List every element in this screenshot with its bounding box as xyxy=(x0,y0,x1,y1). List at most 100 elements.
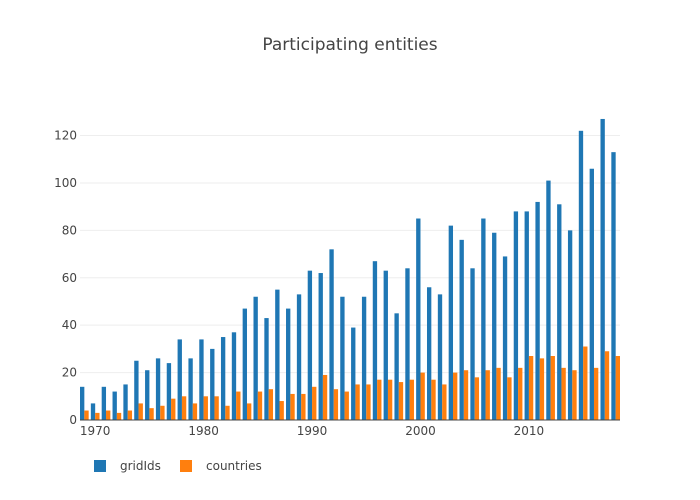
bar-gridIds[interactable] xyxy=(394,313,399,420)
bar-countries[interactable] xyxy=(463,370,469,420)
bar-gridIds[interactable] xyxy=(405,268,410,420)
bar-countries[interactable] xyxy=(442,384,447,420)
legend-label-gridIds[interactable]: gridIds xyxy=(120,459,161,473)
bar-gridIds[interactable] xyxy=(340,296,345,420)
bar-gridIds[interactable] xyxy=(470,268,475,420)
bar-countries[interactable] xyxy=(387,379,393,420)
bar-countries[interactable] xyxy=(116,412,122,420)
bar-countries[interactable] xyxy=(312,386,317,420)
bar-countries[interactable] xyxy=(528,356,534,420)
legend[interactable]: gridIds countries xyxy=(94,459,262,473)
bar-countries[interactable] xyxy=(561,367,566,420)
bar-countries[interactable] xyxy=(507,377,512,420)
bar-countries[interactable] xyxy=(431,379,436,420)
bar-gridIds[interactable] xyxy=(502,256,508,420)
bar-gridIds[interactable] xyxy=(383,270,388,420)
legend-swatch-gridIds[interactable] xyxy=(94,460,106,472)
bar-gridIds[interactable] xyxy=(188,358,193,420)
bar-gridIds[interactable] xyxy=(567,230,573,420)
bar-countries[interactable] xyxy=(203,396,208,420)
bar-gridIds[interactable] xyxy=(134,360,139,420)
bar-countries[interactable] xyxy=(366,384,371,420)
bar-countries[interactable] xyxy=(236,391,241,420)
bar-countries[interactable] xyxy=(453,372,458,420)
bar-gridIds[interactable] xyxy=(253,296,258,420)
bar-countries[interactable] xyxy=(615,356,620,420)
bar-countries[interactable] xyxy=(496,367,501,420)
bar-countries[interactable] xyxy=(214,396,219,420)
bar-gridIds[interactable] xyxy=(166,363,172,420)
bar-countries[interactable] xyxy=(420,372,425,420)
bar-gridIds[interactable] xyxy=(557,204,562,420)
bar-gridIds[interactable] xyxy=(275,289,280,420)
bar-countries[interactable] xyxy=(409,379,414,420)
bar-gridIds[interactable] xyxy=(426,287,432,420)
bar-countries[interactable] xyxy=(377,379,382,420)
bar-gridIds[interactable] xyxy=(90,403,96,420)
bar-countries[interactable] xyxy=(127,410,133,420)
bar-countries[interactable] xyxy=(246,403,252,420)
bar-countries[interactable] xyxy=(279,401,284,420)
bar-gridIds[interactable] xyxy=(101,386,107,420)
bar-countries[interactable] xyxy=(192,403,198,420)
bar-gridIds[interactable] xyxy=(589,168,594,420)
bar-countries[interactable] xyxy=(257,391,263,420)
bar-gridIds[interactable] xyxy=(112,391,117,420)
bar-gridIds[interactable] xyxy=(448,225,454,420)
bar-gridIds[interactable] xyxy=(600,118,605,421)
bar-countries[interactable] xyxy=(344,391,349,420)
bar-countries[interactable] xyxy=(225,405,230,420)
bar-countries[interactable] xyxy=(322,374,328,420)
bar-countries[interactable] xyxy=(518,367,523,420)
bar-gridIds[interactable] xyxy=(123,384,128,420)
bar-gridIds[interactable] xyxy=(481,218,486,420)
bar-gridIds[interactable] xyxy=(231,332,237,420)
bar-gridIds[interactable] xyxy=(372,261,378,420)
legend-swatch-countries[interactable] xyxy=(180,460,192,472)
bar-gridIds[interactable] xyxy=(416,218,421,420)
bar-countries[interactable] xyxy=(84,410,89,420)
bar-gridIds[interactable] xyxy=(535,201,540,420)
bar-gridIds[interactable] xyxy=(199,339,204,420)
legend-label-countries[interactable]: countries xyxy=(206,459,262,473)
bar-gridIds[interactable] xyxy=(220,337,226,420)
bar-countries[interactable] xyxy=(171,398,176,420)
bar-countries[interactable] xyxy=(106,410,111,420)
bar-countries[interactable] xyxy=(149,408,154,420)
bar-countries[interactable] xyxy=(572,370,577,420)
bar-countries[interactable] xyxy=(333,389,339,420)
bar-countries[interactable] xyxy=(485,370,490,420)
bar-countries[interactable] xyxy=(138,403,143,420)
bar-gridIds[interactable] xyxy=(611,152,616,420)
bar-countries[interactable] xyxy=(604,351,610,420)
bar-countries[interactable] xyxy=(160,405,165,420)
bar-gridIds[interactable] xyxy=(361,296,367,420)
bar-gridIds[interactable] xyxy=(524,211,529,420)
bar-gridIds[interactable] xyxy=(578,130,584,420)
bar-countries[interactable] xyxy=(95,412,100,420)
bar-countries[interactable] xyxy=(593,367,599,420)
bar-gridIds[interactable] xyxy=(318,273,323,420)
bar-gridIds[interactable] xyxy=(351,327,356,420)
bar-gridIds[interactable] xyxy=(329,249,334,420)
bar-gridIds[interactable] xyxy=(492,232,497,420)
bar-countries[interactable] xyxy=(355,384,360,420)
bar-gridIds[interactable] xyxy=(210,348,215,420)
bar-gridIds[interactable] xyxy=(286,308,291,420)
bar-gridIds[interactable] xyxy=(242,308,247,420)
bar-gridIds[interactable] xyxy=(459,239,464,420)
bar-gridIds[interactable] xyxy=(513,211,519,420)
bar-countries[interactable] xyxy=(268,389,274,420)
bar-gridIds[interactable] xyxy=(80,386,85,420)
bar-gridIds[interactable] xyxy=(177,339,182,420)
bar-countries[interactable] xyxy=(583,346,588,420)
bar-countries[interactable] xyxy=(181,396,187,420)
bar-gridIds[interactable] xyxy=(546,180,551,420)
bar-gridIds[interactable] xyxy=(307,270,313,420)
bar-countries[interactable] xyxy=(290,393,295,420)
bar-gridIds[interactable] xyxy=(264,318,269,420)
bar-countries[interactable] xyxy=(398,382,404,420)
bar-gridIds[interactable] xyxy=(155,358,161,420)
bar-countries[interactable] xyxy=(539,358,545,420)
bar-gridIds[interactable] xyxy=(296,294,302,420)
